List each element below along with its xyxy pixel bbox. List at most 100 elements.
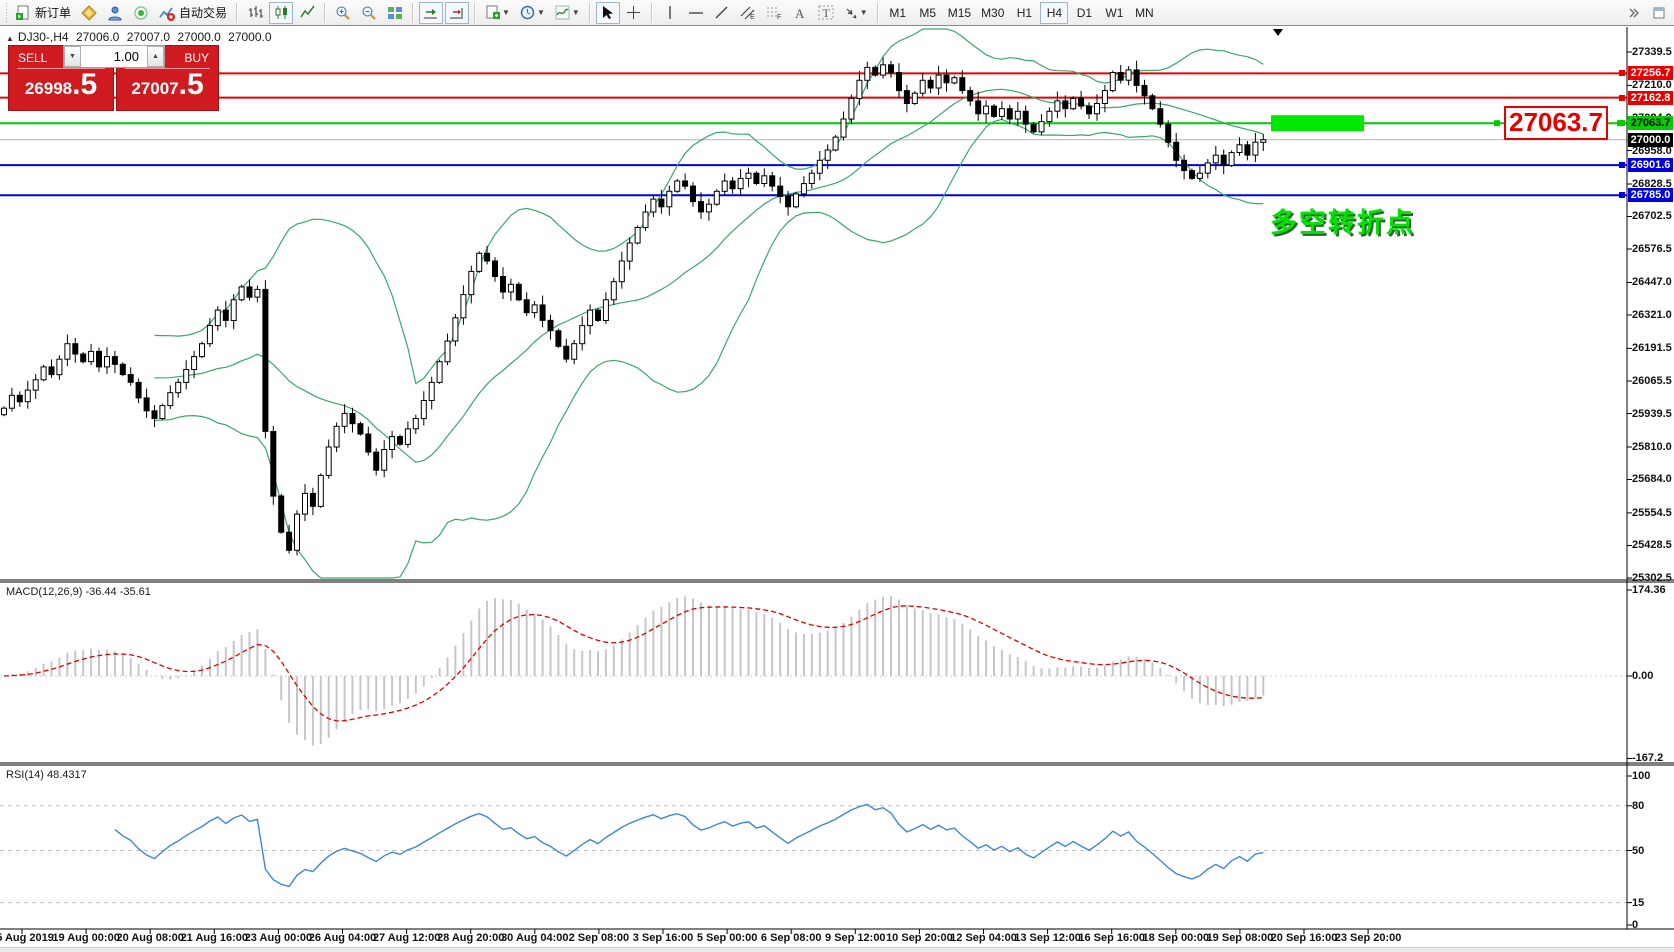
line-anchor-handle xyxy=(1619,192,1625,199)
volume-increase-button[interactable]: ▲ xyxy=(147,46,164,67)
time-tick-label: 28 Aug 20:00 xyxy=(436,932,505,944)
timeframe-m15[interactable]: M15 xyxy=(947,5,972,20)
chart-shift-button[interactable] xyxy=(445,1,470,24)
timeframe-m30[interactable]: M30 xyxy=(981,5,1005,20)
line-handle[interactable] xyxy=(1494,120,1500,127)
symbol-period: DJ30-,H4 xyxy=(17,30,69,44)
new-order-icon xyxy=(16,5,29,20)
line-chart-icon xyxy=(299,5,315,18)
candlestick-chart-icon xyxy=(275,6,287,19)
time-tick-label: 18 Sep 00:00 xyxy=(1142,932,1210,944)
trendline-button[interactable] xyxy=(710,2,734,24)
time-tick-label: 3 Sep 16:00 xyxy=(632,932,694,944)
cursor-button[interactable] xyxy=(595,1,620,24)
text-button[interactable]: A xyxy=(788,2,812,24)
ohlc-close: 27000.0 xyxy=(228,30,272,44)
price-tick-label: 26447.0 xyxy=(1632,276,1672,289)
time-tick-label: 20 Sep 16:00 xyxy=(1270,932,1338,944)
profile-icon xyxy=(108,6,122,20)
chevron-down-icon: ▼ xyxy=(536,8,545,17)
auto-scroll-button[interactable] xyxy=(419,1,444,24)
auto-scroll-icon xyxy=(424,8,438,18)
price-tick-label: 25302.5 xyxy=(1632,572,1672,584)
line-anchor-handle xyxy=(1619,120,1625,127)
channel-button[interactable]: E xyxy=(736,2,760,24)
indicators-button[interactable]: ▼ xyxy=(551,2,584,24)
arrows-icon xyxy=(846,8,857,19)
toolbar-customize-button[interactable] xyxy=(1647,2,1671,24)
ohlc-info-line: ▲ DJ30-,H4 27006.0 27007.0 27000.0 27000.… xyxy=(6,30,276,44)
line-anchor-handle xyxy=(1619,70,1625,77)
new-chart-icon xyxy=(486,5,501,19)
time-tick-label: 20 Aug 08:00 xyxy=(116,932,184,944)
time-tick-label: 21 Aug 16:00 xyxy=(180,932,249,944)
ohlc-low: 27000.0 xyxy=(177,30,221,44)
profiles-clock-button[interactable]: ▼ xyxy=(516,2,549,24)
timeframe-w1[interactable]: W1 xyxy=(1105,5,1124,20)
timeframe-m5[interactable]: M5 xyxy=(919,5,937,20)
new-chart-button[interactable]: ▼ xyxy=(481,2,514,24)
timeframe-d1[interactable]: D1 xyxy=(1076,5,1093,20)
time-tick-label: 30 Aug 04:00 xyxy=(501,932,569,944)
price-marker-label: 27063.7 xyxy=(1628,116,1673,131)
time-tick-label: 15 Aug 2019 xyxy=(0,932,54,944)
time-tick-label: 12 Sep 04:00 xyxy=(950,932,1017,944)
price-tag-label[interactable]: 27063.7 xyxy=(1504,106,1608,140)
crosshair-button[interactable] xyxy=(622,2,646,24)
timeframe-mn[interactable]: MN xyxy=(1135,5,1154,20)
price-tick-label: 26065.5 xyxy=(1632,374,1672,387)
price-marker-label: 27000.0 xyxy=(1628,132,1673,147)
time-tick-label: 23 Aug 00:00 xyxy=(244,932,313,944)
vertical-line-button[interactable] xyxy=(658,2,682,24)
fibonacci-button[interactable]: F xyxy=(762,2,786,24)
volume-input[interactable]: 1.00 xyxy=(113,49,139,64)
chevron-down-icon: ▼ xyxy=(502,8,510,17)
new-order-button[interactable]: 新订单 xyxy=(11,2,75,24)
toolbar-more-button[interactable] xyxy=(1621,2,1645,24)
toolbar-separator xyxy=(236,2,239,23)
chart-annotation-text[interactable]: 多空转折点 xyxy=(1270,208,1415,238)
rsi-tick-label: 50 xyxy=(1632,844,1645,857)
svg-text:F: F xyxy=(777,14,781,20)
price-tick-label: 25684.0 xyxy=(1632,473,1672,486)
price-tick-label: 25939.5 xyxy=(1632,407,1672,420)
price-tick-label: 25554.5 xyxy=(1632,506,1672,519)
time-tick-label: 23 Sep 20:00 xyxy=(1334,932,1402,944)
volume-decrease-button[interactable]: ▼ xyxy=(64,46,81,67)
time-tick-label: 19 Sep 08:00 xyxy=(1206,932,1274,944)
fibonacci-icon: F xyxy=(766,7,781,20)
time-tick-label: 9 Sep 12:00 xyxy=(825,932,886,944)
toolbar-drag-handle[interactable] xyxy=(4,2,8,23)
candlestick-chart-button[interactable] xyxy=(269,1,294,24)
gold-badge-icon xyxy=(81,4,97,21)
horizontal-line-button[interactable] xyxy=(684,2,708,24)
profile-button[interactable] xyxy=(103,2,127,24)
bar-chart-button[interactable] xyxy=(243,2,267,24)
text-label-button[interactable]: T xyxy=(814,2,838,24)
volume-control: ▼ 1.00 ▲ xyxy=(63,45,165,68)
highlight-zone[interactable] xyxy=(1271,115,1364,132)
zoom-out-button[interactable] xyxy=(357,2,381,24)
toolbar-separator xyxy=(412,2,415,23)
macd-tick-label: 174.36 xyxy=(1632,584,1666,596)
arrows-button[interactable]: ▼ xyxy=(840,2,872,24)
chevron-down-icon: ▼ xyxy=(859,8,868,17)
chart-shift-icon xyxy=(450,7,464,18)
timeframe-m1[interactable]: M1 xyxy=(889,5,907,20)
line-chart-button[interactable] xyxy=(295,2,319,24)
cursor-icon xyxy=(603,6,614,19)
toolbar-separator xyxy=(474,2,477,23)
tile-windows-button[interactable] xyxy=(383,2,407,24)
timeframe-h4[interactable]: H4 xyxy=(1040,1,1069,24)
zoom-in-button[interactable] xyxy=(331,2,355,24)
timeframe-h1[interactable]: H1 xyxy=(1016,5,1033,20)
gold-badge-button[interactable] xyxy=(77,2,101,24)
panel-collapse-icon[interactable]: ▲ xyxy=(6,34,14,43)
text-label-icon: T xyxy=(818,5,834,20)
autotrading-button[interactable]: 自动交易 xyxy=(155,2,231,24)
chart-shift-marker[interactable] xyxy=(1273,29,1283,36)
signals-button[interactable] xyxy=(129,2,153,24)
macd-tick-label: -167.2 xyxy=(1632,752,1664,765)
macd-label: MACD(12,26,9) -36.44 -35.61 xyxy=(6,586,151,598)
